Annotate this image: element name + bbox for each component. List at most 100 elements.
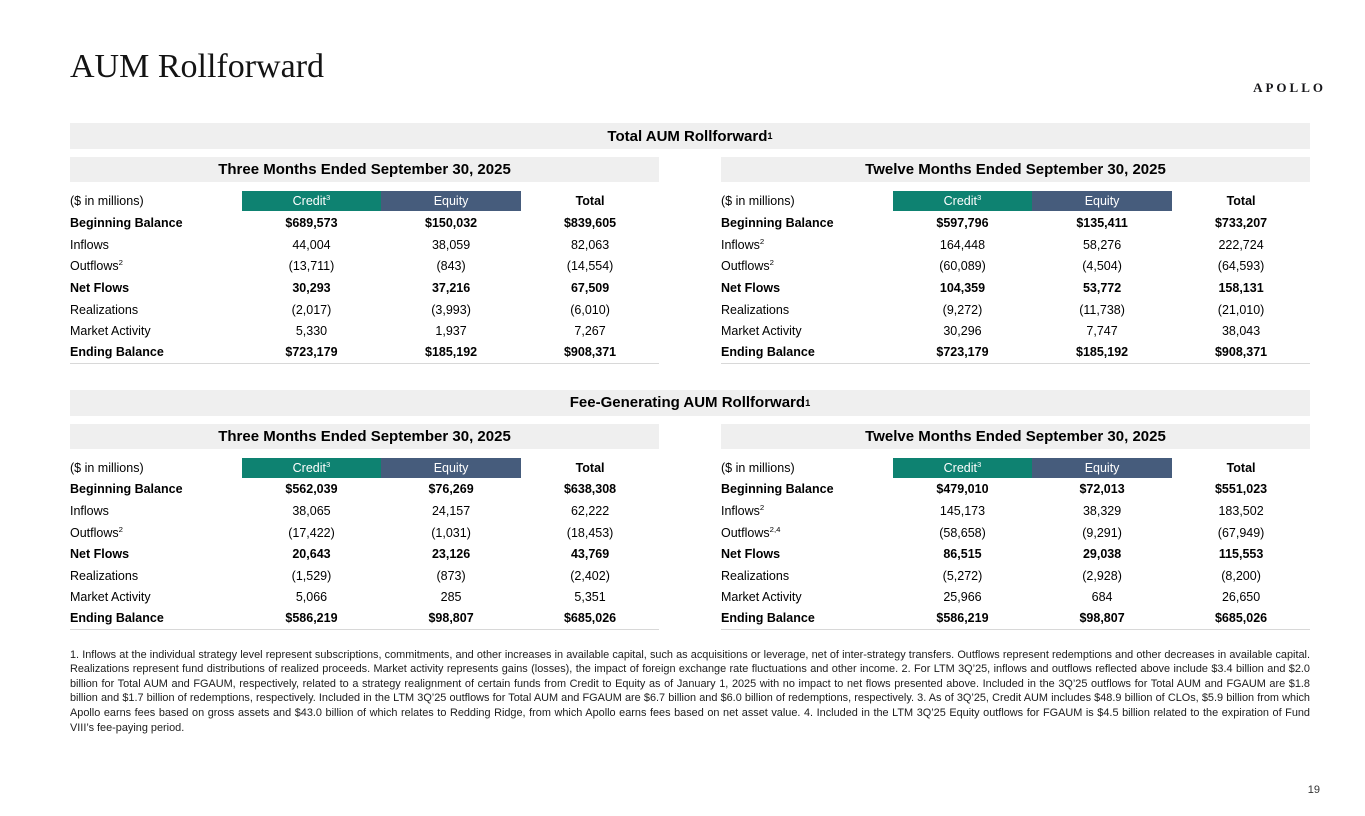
cell-value: $185,192 bbox=[1032, 345, 1172, 359]
period-header: Twelve Months Ended September 30, 2025 bbox=[721, 423, 1310, 449]
cell-value-text: (2,928) bbox=[1082, 568, 1122, 583]
column-header-total: Total bbox=[521, 194, 659, 208]
row-label: Outflows2 bbox=[70, 259, 242, 274]
cell-value-text: $586,219 bbox=[936, 611, 989, 626]
cell-value: (6,010) bbox=[521, 303, 659, 317]
cell-value-text: $185,192 bbox=[1076, 345, 1129, 360]
column-header-equity: Equity bbox=[1031, 191, 1173, 212]
aum-table: ($ in millions) Credit3 Equity Total Beginni… bbox=[721, 457, 1310, 630]
cell-value: 37,216 bbox=[381, 281, 521, 295]
cell-value-text: (873) bbox=[436, 568, 466, 583]
table-row: Inflows 38,065 24,157 62,222 bbox=[70, 500, 659, 522]
cell-value: 86,515 bbox=[893, 547, 1032, 561]
cell-value-text: (5,272) bbox=[942, 568, 983, 583]
cell-value: $685,026 bbox=[1172, 611, 1310, 625]
cell-value-text: 44,004 bbox=[292, 237, 331, 252]
cell-value: (843) bbox=[381, 259, 521, 273]
cell-value-text: 25,966 bbox=[943, 590, 982, 605]
row-label: Market Activity bbox=[70, 324, 242, 338]
table-row: Market Activity 30,296 7,747 38,043 bbox=[721, 320, 1310, 342]
column-header-credit: Credit3 bbox=[241, 191, 381, 212]
row-label-text: Inflows bbox=[721, 503, 760, 518]
cell-value-text: 29,038 bbox=[1082, 547, 1122, 562]
cell-value: (5,272) bbox=[893, 569, 1032, 583]
cell-value: (1,031) bbox=[381, 526, 521, 540]
cell-value: 24,157 bbox=[381, 504, 521, 518]
cell-value-text: 5,351 bbox=[574, 590, 606, 605]
cell-value: 43,769 bbox=[521, 547, 659, 561]
cell-value-text: $72,013 bbox=[1079, 482, 1125, 497]
row-label: Inflows2 bbox=[721, 237, 893, 252]
cell-value-text: 37,216 bbox=[431, 280, 471, 295]
cell-value-text: 164,448 bbox=[939, 237, 986, 252]
unit-label: ($ in millions) bbox=[70, 194, 242, 208]
cell-value-text: (843) bbox=[436, 259, 466, 274]
row-label: Net Flows bbox=[721, 547, 893, 561]
apollo-logo: APOLLO bbox=[1253, 80, 1326, 95]
column-header-credit-text: Credit bbox=[943, 460, 977, 475]
row-label: Market Activity bbox=[721, 590, 893, 604]
cell-value: $597,796 bbox=[893, 216, 1032, 230]
cell-value-text: 145,173 bbox=[939, 503, 986, 518]
cell-value: $135,411 bbox=[1032, 216, 1172, 230]
column-header-credit-footnote-ref: 3 bbox=[326, 459, 331, 469]
cell-value: 30,296 bbox=[893, 324, 1032, 338]
section-fee-generating-aum: Fee-Generating AUM Rollforward 1 Three Mo… bbox=[70, 389, 1310, 630]
cell-value: $723,179 bbox=[893, 345, 1032, 359]
cell-value: 58,276 bbox=[1032, 238, 1172, 252]
table-row: Beginning Balance $562,039 $76,269 $638,308 bbox=[70, 479, 659, 501]
aum-table: ($ in millions) Credit3 Equity Total Beginni… bbox=[721, 191, 1310, 364]
row-label-text: Net Flows bbox=[721, 547, 781, 562]
cell-value: (2,017) bbox=[242, 303, 381, 317]
column-header-credit: Credit3 bbox=[892, 191, 1032, 212]
cell-value-text: (67,949) bbox=[1217, 525, 1265, 540]
row-label: Net Flows bbox=[70, 547, 242, 561]
cell-value-text: 23,126 bbox=[431, 547, 471, 562]
cell-value-text: (11,738) bbox=[1079, 302, 1125, 317]
row-label-text: Net Flows bbox=[70, 547, 130, 562]
cell-value: $185,192 bbox=[381, 345, 521, 359]
column-header-credit-footnote-ref: 3 bbox=[977, 459, 982, 469]
column-header-credit-footnote-ref: 3 bbox=[326, 193, 331, 203]
cell-value: $689,573 bbox=[242, 216, 381, 230]
row-label-text: Beginning Balance bbox=[721, 216, 834, 231]
row-label-text: Outflows bbox=[721, 259, 770, 274]
cell-value-text: 82,063 bbox=[570, 237, 610, 252]
cell-value: 29,038 bbox=[1032, 547, 1172, 561]
cell-value-text: 5,330 bbox=[295, 324, 328, 339]
cell-value: 38,043 bbox=[1172, 324, 1310, 338]
column-header-total-text: Total bbox=[575, 460, 605, 475]
row-label: Realizations bbox=[721, 569, 893, 583]
cell-value: $98,807 bbox=[1032, 611, 1172, 625]
unit-label-text: ($ in millions) bbox=[70, 460, 144, 475]
cell-value-text: (3,993) bbox=[431, 302, 471, 317]
cell-value: 5,066 bbox=[242, 590, 381, 604]
cell-value: 38,329 bbox=[1032, 504, 1172, 518]
cell-value: 7,747 bbox=[1032, 324, 1172, 338]
table-row: Market Activity 25,966 684 26,650 bbox=[721, 587, 1310, 609]
cell-value: (11,738) bbox=[1032, 303, 1172, 317]
row-label-text: Market Activity bbox=[721, 324, 802, 339]
row-label-text: Realizations bbox=[721, 302, 790, 317]
row-label: Ending Balance bbox=[70, 345, 242, 359]
cell-value: $551,023 bbox=[1172, 482, 1310, 496]
cell-value: 67,509 bbox=[521, 281, 659, 295]
section-title: Fee-Generating AUM Rollforward bbox=[569, 394, 806, 412]
cell-value-text: 38,329 bbox=[1082, 503, 1122, 518]
cell-value: 23,126 bbox=[381, 547, 521, 561]
cell-value: (14,554) bbox=[521, 259, 659, 273]
cell-value: $479,010 bbox=[893, 482, 1032, 496]
row-label-text: Ending Balance bbox=[721, 345, 815, 360]
row-label: Inflows bbox=[70, 504, 242, 518]
cell-value-text: 183,502 bbox=[1218, 503, 1264, 518]
cell-value: $150,032 bbox=[381, 216, 521, 230]
column-header-credit: Credit3 bbox=[241, 457, 381, 478]
table-row: Ending Balance $586,219 $98,807 $685,026 bbox=[70, 608, 659, 630]
table-group-three-months-total-aum: Three Months Ended September 30, 2025 ($… bbox=[70, 157, 659, 364]
table-row: Net Flows 20,643 23,126 43,769 bbox=[70, 543, 659, 565]
row-label-text: Ending Balance bbox=[721, 611, 815, 626]
cell-value-text: $908,371 bbox=[1214, 345, 1268, 360]
row-label-footnote-ref: 2 bbox=[118, 524, 123, 534]
period-header: Twelve Months Ended September 30, 2025 bbox=[721, 157, 1310, 183]
row-label-text: Beginning Balance bbox=[721, 482, 834, 497]
